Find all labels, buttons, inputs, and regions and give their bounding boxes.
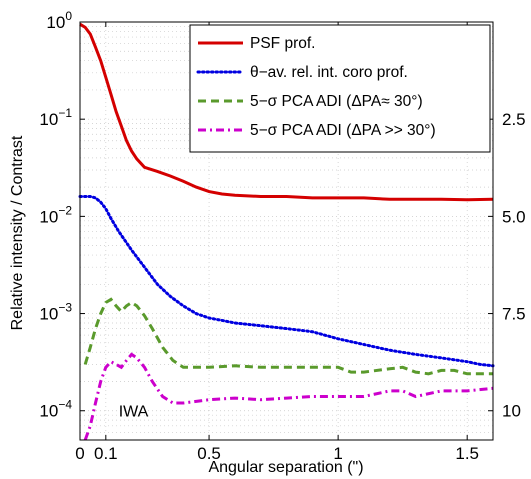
tick-group: 0 0.1 0.5 1 1.5 100 10−1 10−2 10−3 10−4 2.5 5.0 7.5 1… (39, 9, 525, 463)
legend-label-3: 5−σ PCA ADI (ΔPA >> 30°) (250, 122, 436, 139)
x-tick-label-2: 0.5 (197, 444, 221, 463)
right-tick-label-2: 7.5 (502, 305, 526, 324)
y-tick-label-4: 10−4 (39, 398, 72, 421)
x-axis-label: Angular separation (") (208, 459, 363, 476)
series-line-0 (79, 22, 494, 202)
legend-label-1: θ−av. rel. int. coro prof. (250, 64, 408, 81)
legend-label-0: PSF prof. (250, 35, 315, 52)
right-tick-label-0: 2.5 (502, 110, 526, 129)
series-line-3 (83, 352, 494, 441)
series-line-1 (78, 195, 495, 368)
legend: PSF prof. θ−av. rel. int. coro prof. 5−σ P… (189, 24, 491, 153)
plot-frame (79, 21, 494, 441)
series-line-2 (83, 297, 493, 376)
right-tick-label-3: 10 (502, 402, 521, 421)
series-group (78, 22, 495, 441)
x-tick-label-3: 1 (333, 444, 342, 463)
y-tick-label-1: 10−1 (39, 106, 72, 129)
x-tick-label-1: 0.1 (94, 444, 118, 463)
y-axis-label: Relative intensity / Contrast (9, 135, 26, 330)
x-tick-label-0: 0 (75, 444, 84, 463)
y-tick-label-2: 10−2 (39, 203, 72, 226)
y-tick-label-3: 10−3 (39, 301, 72, 324)
x-tick-label-4: 1.5 (455, 444, 479, 463)
right-tick-label-1: 5.0 (502, 207, 526, 226)
y-tick-label-0: 100 (46, 9, 72, 32)
iwa-annotation: IWA (119, 404, 149, 421)
legend-label-2: 5−σ PCA ADI (ΔPA≈ 30°) (250, 93, 423, 110)
